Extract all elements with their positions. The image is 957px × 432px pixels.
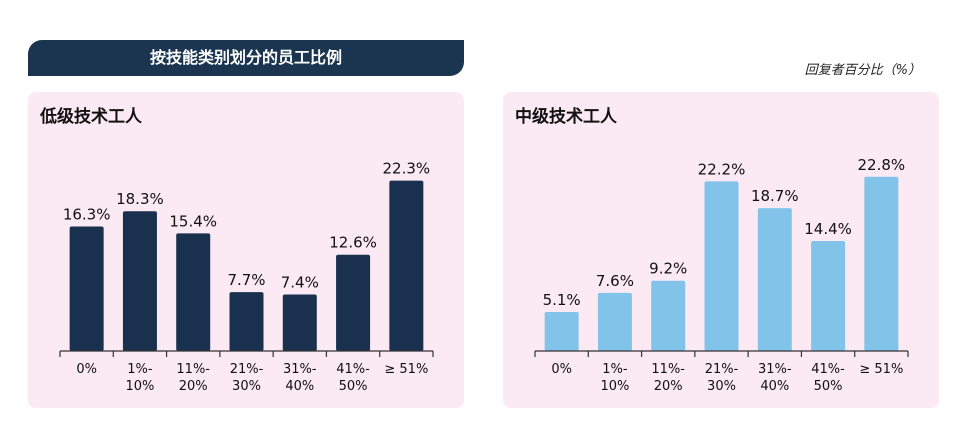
bar-1 <box>597 292 632 351</box>
x-tick-label-2: 11%-20% <box>651 362 685 394</box>
chart-panel-low-skill: 低级技术工人 16.3% 18.3% 15.4% 7.7% 7.4% 12.6% 22.3%… <box>28 92 464 408</box>
bar-2 <box>651 280 686 351</box>
bar-4 <box>282 294 317 351</box>
x-tick-label-2: 11%-20% <box>176 362 210 394</box>
data-label-3: 7.7% <box>227 271 265 289</box>
bar-1 <box>122 211 157 351</box>
chart-panel-mid-skill: 中级技术工人 5.1% 7.6% 9.2% 22.2% 18.7% 14.4% 22.8% 0… <box>503 92 939 408</box>
x-tick-label-0: 0% <box>76 362 97 377</box>
data-label-2: 9.2% <box>649 260 687 278</box>
data-label-0: 16.3% <box>63 205 111 223</box>
unit-note: 回复者百分比（%） <box>804 63 921 78</box>
x-tick-label-5: 41%-50% <box>336 362 370 394</box>
bar-5 <box>336 254 371 351</box>
data-label-4: 7.4% <box>281 273 319 291</box>
x-tick-label-1: 1%-10% <box>125 362 154 394</box>
bar-0 <box>544 312 579 351</box>
x-tick-label-1: 1%-10% <box>600 362 629 394</box>
data-label-3: 22.2% <box>698 160 746 178</box>
bar-chart-low-skill: 16.3% 18.3% 15.4% 7.7% 7.4% 12.6% 22.3% 0% 1%-10… <box>59 160 434 394</box>
data-label-1: 18.3% <box>116 190 164 208</box>
data-label-6: 22.3% <box>383 160 431 178</box>
data-label-0: 5.1% <box>543 291 581 309</box>
x-tick-label-3: 21%-30% <box>705 362 739 394</box>
data-label-6: 22.8% <box>858 156 906 174</box>
x-tick-label-0: 0% <box>551 362 572 377</box>
data-label-2: 15.4% <box>169 212 217 230</box>
x-tick-label-6: ≥ 51% <box>384 362 428 377</box>
data-label-5: 14.4% <box>804 220 852 238</box>
data-label-5: 12.6% <box>329 234 377 252</box>
bar-0 <box>69 226 104 351</box>
x-tick-label-3: 21%-30% <box>230 362 264 394</box>
x-tick-label-6: ≥ 51% <box>859 362 903 377</box>
chart-title-low-skill: 低级技术工人 <box>40 107 142 127</box>
bar-chart-mid-skill: 5.1% 7.6% 9.2% 22.2% 18.7% 14.4% 22.8% 0% 1%-10%… <box>534 156 909 394</box>
bar-6 <box>864 176 899 351</box>
x-tick-label-4: 31%-40% <box>758 362 792 394</box>
bar-5 <box>811 240 846 351</box>
chart-title-mid-skill: 中级技术工人 <box>515 107 617 127</box>
bar-4 <box>757 208 792 351</box>
bar-3 <box>229 292 264 351</box>
x-tick-label-4: 31%-40% <box>283 362 317 394</box>
data-label-1: 7.6% <box>596 272 634 290</box>
bar-2 <box>176 233 211 351</box>
data-label-4: 18.7% <box>751 187 799 205</box>
bar-6 <box>389 180 424 351</box>
figure-title: 按技能类别划分的员工比例 <box>28 40 464 76</box>
bar-3 <box>704 181 739 351</box>
x-tick-label-5: 41%-50% <box>811 362 845 394</box>
